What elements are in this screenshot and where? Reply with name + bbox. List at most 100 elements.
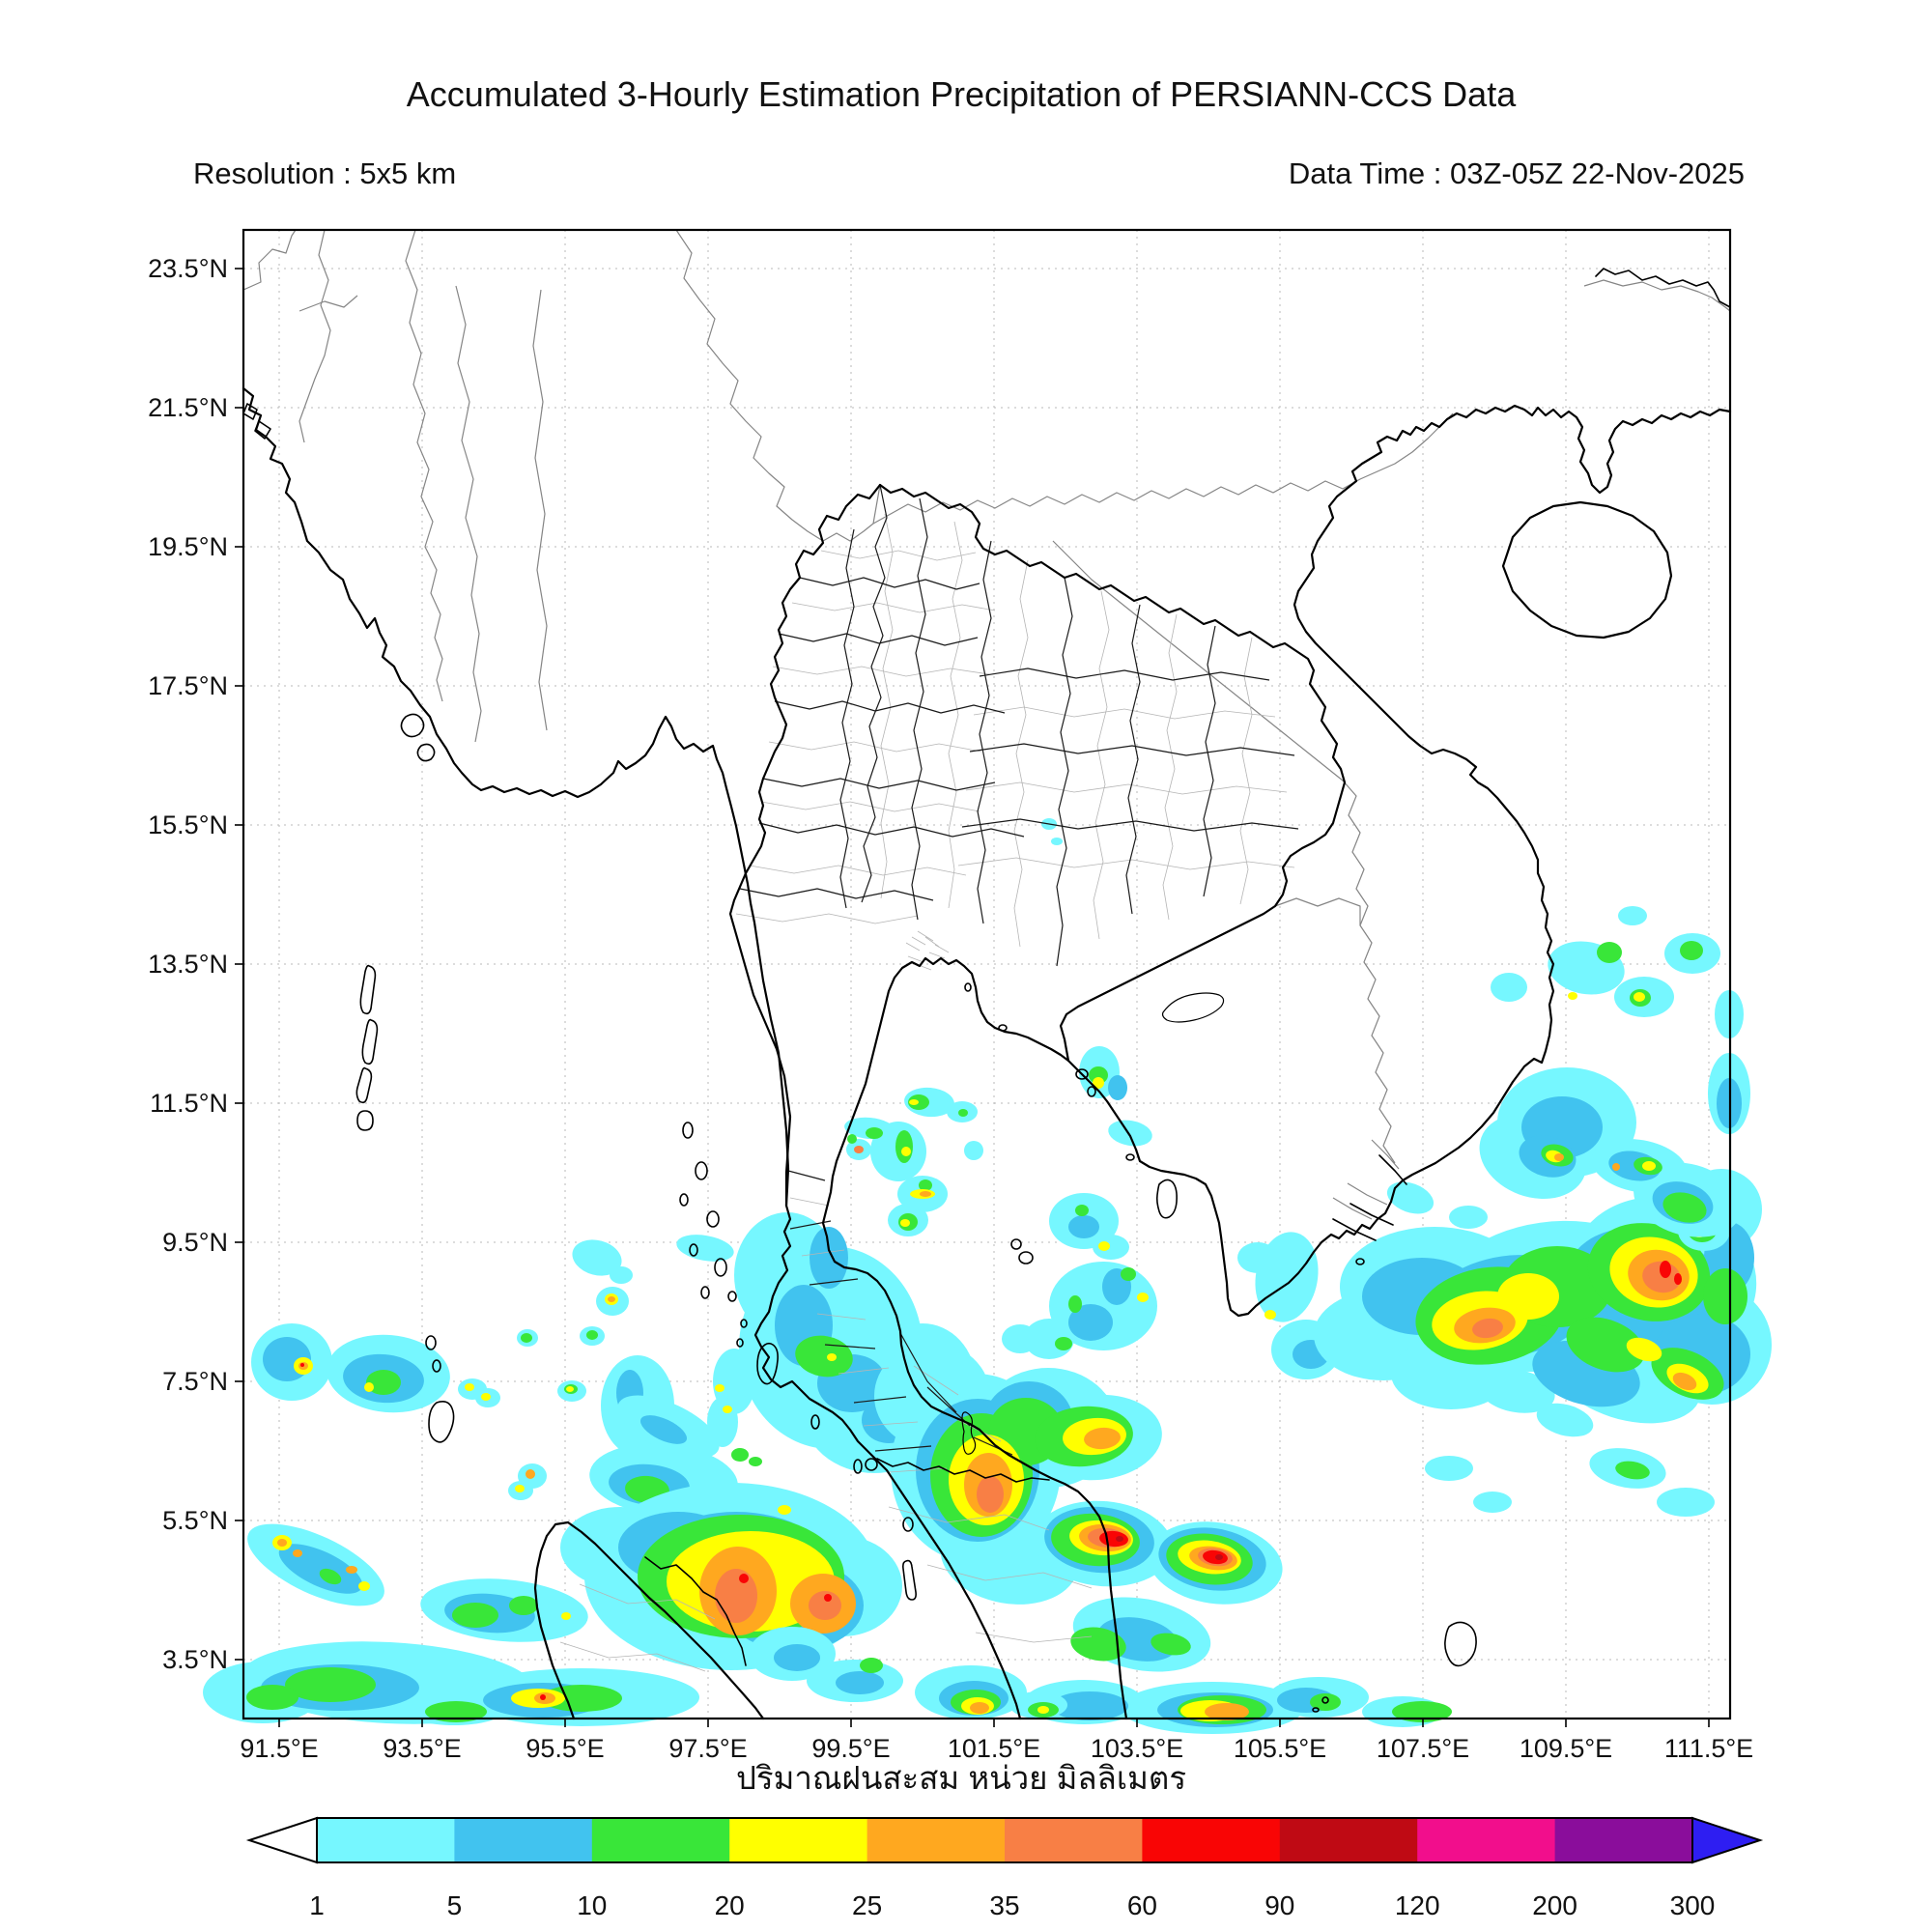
colorbar-value-label: 35 bbox=[989, 1890, 1019, 1920]
country-border bbox=[1274, 897, 1361, 925]
island-outline bbox=[695, 1161, 708, 1180]
precip-blob bbox=[901, 1147, 911, 1156]
precip-blob bbox=[1051, 838, 1063, 845]
precip-blob bbox=[1084, 1427, 1121, 1450]
data-time-label: Data Time : 03Z-05Z 22-Nov-2025 bbox=[1289, 156, 1745, 190]
precip-blob bbox=[1205, 1703, 1249, 1720]
lat-tick-label: 19.5°N bbox=[148, 532, 228, 561]
island-outline bbox=[356, 1110, 374, 1131]
colorbar-caption: ปริมาณฝนสะสม หน่วย มิลลิเมตร bbox=[736, 1760, 1186, 1796]
precip-blob bbox=[854, 1146, 864, 1153]
precip-blob bbox=[1237, 1242, 1278, 1273]
precip-blob bbox=[715, 1569, 757, 1623]
province-border-line bbox=[774, 700, 1006, 714]
lon-tick-label: 97.5°E bbox=[668, 1734, 747, 1763]
precip-blob bbox=[608, 1296, 615, 1302]
colorbar-segment bbox=[1005, 1818, 1143, 1862]
precip-blob bbox=[1657, 1488, 1715, 1517]
colorbar-value-label: 25 bbox=[852, 1890, 882, 1920]
district-border-line bbox=[749, 865, 967, 876]
colorbar-value-label: 200 bbox=[1532, 1890, 1577, 1920]
precip-blob bbox=[1660, 1261, 1671, 1278]
country-border bbox=[455, 285, 482, 743]
district-border-line bbox=[735, 913, 919, 924]
precip-blob bbox=[919, 1179, 932, 1191]
precip-blob bbox=[970, 1702, 989, 1714]
province-border-line bbox=[1203, 625, 1216, 897]
island-outline bbox=[432, 1359, 441, 1373]
precip-blob bbox=[900, 1219, 910, 1227]
precip-blob bbox=[366, 1370, 401, 1395]
precip-blob bbox=[1634, 992, 1645, 1002]
lon-tick-label: 93.5°E bbox=[383, 1734, 461, 1763]
colorbar: 1 5 10 20 25 35 60 90 120 200 300 bbox=[245, 1816, 1764, 1920]
songkhla-lake bbox=[961, 1411, 977, 1455]
colorbar-outline bbox=[316, 1817, 1693, 1863]
precip-blob bbox=[610, 1266, 633, 1284]
coastline bbox=[1595, 268, 1731, 308]
colorbar-segment bbox=[1554, 1818, 1693, 1862]
lon-tick-label: 109.5°E bbox=[1520, 1734, 1612, 1763]
precip-blob bbox=[1093, 1235, 1129, 1260]
colorbar-value-label: 5 bbox=[447, 1890, 463, 1920]
precip-blob bbox=[515, 1485, 525, 1492]
precip-blob bbox=[285, 1667, 376, 1702]
district-border-line bbox=[760, 801, 980, 812]
lon-tick-label: 111.5°E bbox=[1664, 1734, 1753, 1763]
province-border-line bbox=[762, 778, 996, 791]
precip-blob bbox=[1642, 1161, 1656, 1171]
colorbar-value-label: 90 bbox=[1264, 1890, 1294, 1920]
lat-tick-label: 11.5°N bbox=[150, 1089, 228, 1118]
colorbar-value-label: 60 bbox=[1127, 1890, 1157, 1920]
precip-blob bbox=[958, 1109, 968, 1117]
coastline bbox=[533, 1520, 765, 1720]
island-outline bbox=[964, 982, 972, 992]
colorbar-value-label: 120 bbox=[1395, 1890, 1440, 1920]
district-borders bbox=[559, 513, 1295, 1672]
province-border-line bbox=[969, 743, 1295, 756]
precip-blob bbox=[1449, 1206, 1488, 1229]
precip-blob bbox=[723, 1406, 732, 1413]
colorbar-segment bbox=[1417, 1818, 1556, 1862]
lat-tick-label: 23.5°N bbox=[148, 254, 228, 283]
precip-blob bbox=[810, 1227, 848, 1289]
precip-blob bbox=[452, 1603, 498, 1628]
coastline bbox=[876, 1458, 1050, 1483]
colorbar-overflow-arrow bbox=[1691, 1816, 1764, 1864]
country-border bbox=[242, 229, 358, 312]
district-border-line bbox=[888, 1506, 1093, 1643]
precip-blob bbox=[277, 1539, 287, 1547]
precip-blob bbox=[465, 1383, 474, 1391]
island-outline bbox=[902, 1559, 917, 1601]
lat-tick-label: 21.5°N bbox=[148, 393, 228, 422]
precip-blob bbox=[676, 1235, 734, 1262]
precip-blob bbox=[1674, 1273, 1682, 1285]
province-border-line bbox=[787, 1170, 1013, 1456]
precip-blob bbox=[509, 1596, 538, 1615]
country-border bbox=[1332, 1139, 1400, 1220]
colorbar-value-label: 20 bbox=[715, 1890, 745, 1920]
coastline bbox=[878, 483, 1347, 1063]
colorbar-value-label: 1 bbox=[309, 1890, 325, 1920]
coastlines bbox=[242, 268, 1732, 1720]
precip-blob bbox=[566, 1386, 574, 1392]
island-outline bbox=[810, 1414, 820, 1430]
island-outline bbox=[361, 1018, 379, 1065]
precip-blob bbox=[1264, 1310, 1276, 1320]
precip-blob bbox=[1478, 1369, 1555, 1413]
island-outline bbox=[902, 1517, 914, 1532]
precip-blob bbox=[1497, 1273, 1559, 1320]
province-border-line bbox=[861, 484, 888, 903]
precip-blob bbox=[1568, 992, 1577, 1000]
precip-blob bbox=[809, 1591, 841, 1620]
precip-blob bbox=[1215, 1554, 1223, 1560]
island-outline bbox=[359, 964, 377, 1015]
precip-blob bbox=[749, 1457, 762, 1466]
lon-tick-label: 101.5°E bbox=[948, 1734, 1040, 1763]
precip-blob bbox=[1392, 1701, 1452, 1722]
precip-blob bbox=[977, 1476, 1004, 1513]
precip-blob bbox=[1121, 1267, 1136, 1281]
precip-blob bbox=[1055, 1337, 1072, 1350]
